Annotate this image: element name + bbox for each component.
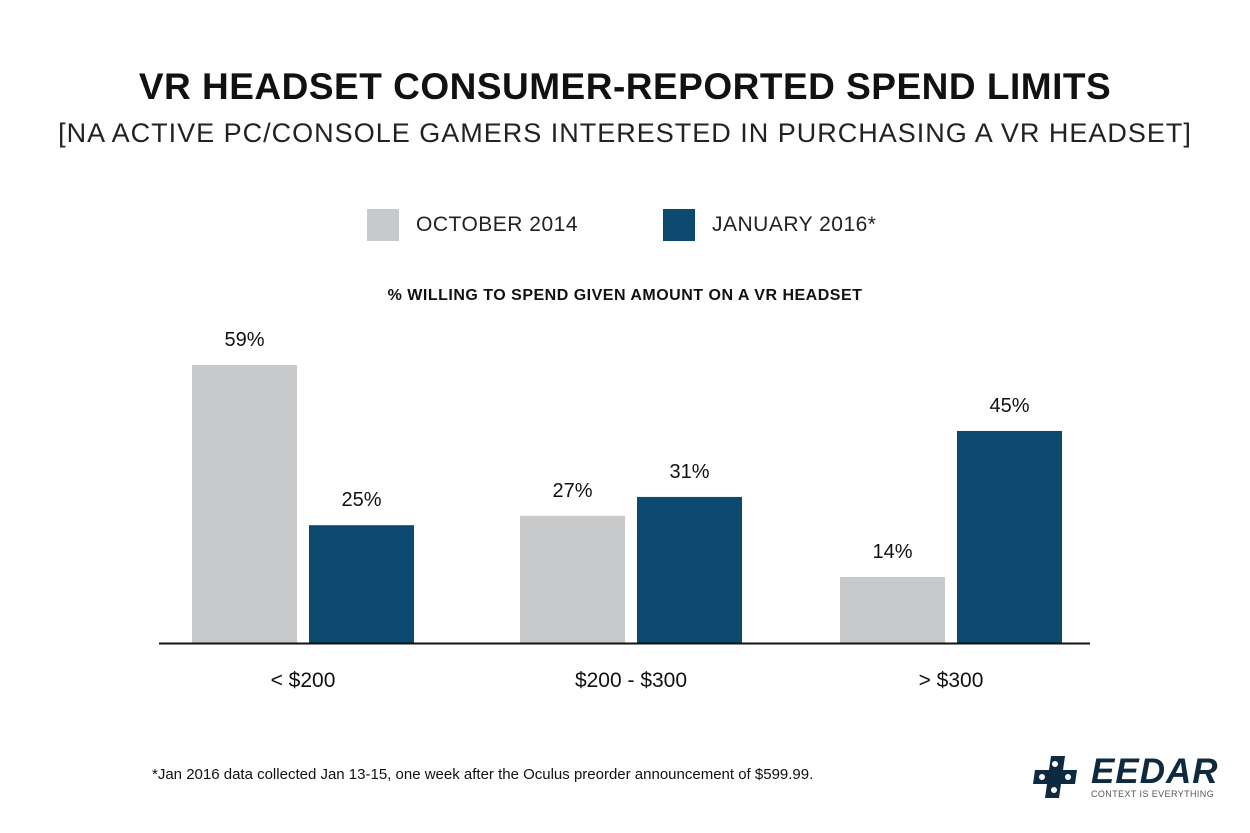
bar-january-2016-200-300 <box>637 496 742 643</box>
data-label-january-2016-300: 45% <box>989 395 1029 417</box>
data-label-october-2014-300: 14% <box>872 541 912 563</box>
x-tick-label-200: < $200 <box>271 669 336 692</box>
legend-swatch-january-2016 <box>663 209 695 241</box>
legend-label-october-2014: OCTOBER 2014 <box>416 213 579 236</box>
legend-label-january-2016: JANUARY 2016* <box>712 213 877 236</box>
logo-wordmark: EEDAR <box>1091 752 1219 791</box>
bar-october-2014-300 <box>840 577 945 643</box>
x-tick-label-200-300: $200 - $300 <box>575 669 687 692</box>
data-label-january-2016-200-300: 31% <box>669 461 709 483</box>
legend-swatch-october-2014 <box>367 209 399 241</box>
chart-subtitle: [NA ACTIVE PC/CONSOLE GAMERS INTERESTED … <box>58 118 1192 148</box>
bar-october-2014-200-300 <box>520 515 625 643</box>
legend-item-october-2014: OCTOBER 2014 <box>367 209 578 241</box>
gamepad-cross-logo-icon <box>1033 756 1077 798</box>
footnote: *Jan 2016 data collected Jan 13-15, one … <box>152 766 814 783</box>
bar-january-2016-200 <box>309 525 414 643</box>
chart-title: VR HEADSET CONSUMER-REPORTED SPEND LIMIT… <box>138 66 1112 107</box>
chart-caption: % WILLING TO SPEND GIVEN AMOUNT ON A VR … <box>387 287 863 304</box>
data-label-october-2014-200-300: 27% <box>552 480 592 502</box>
data-label-january-2016-200: 25% <box>341 489 381 511</box>
logo-tagline: CONTEXT IS EVERYTHING <box>1091 789 1215 799</box>
data-label-october-2014-200: 59% <box>224 329 264 351</box>
bar-october-2014-200 <box>192 365 297 643</box>
chart-legend: OCTOBER 2014 JANUARY 2016* <box>0 209 1250 243</box>
x-tick-label-300: > $300 <box>919 669 984 692</box>
bar-january-2016-300 <box>957 430 1062 643</box>
eedar-logo: EEDAR CONTEXT IS EVERYTHING <box>1033 752 1218 802</box>
legend-item-january-2016: JANUARY 2016* <box>663 209 876 241</box>
